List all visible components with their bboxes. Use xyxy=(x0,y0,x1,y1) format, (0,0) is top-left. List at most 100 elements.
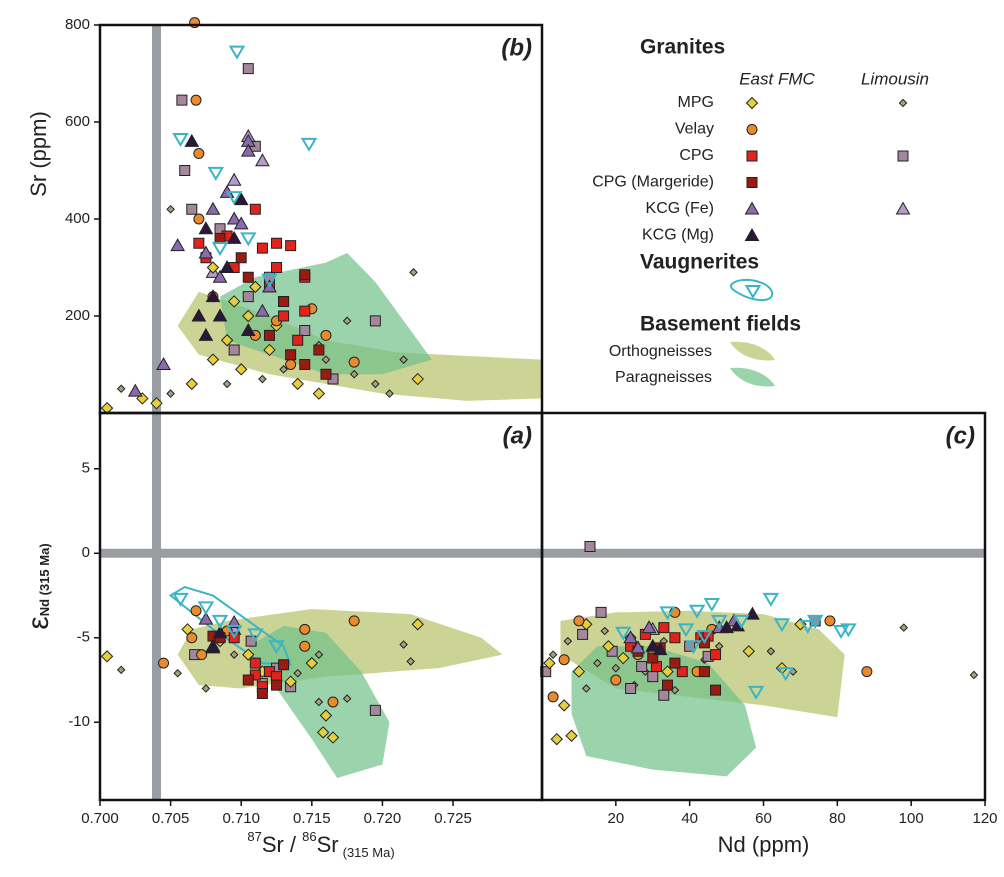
legend-symbol xyxy=(744,285,762,299)
data-point xyxy=(747,685,765,700)
axis-label-part: Nd (ppm) xyxy=(718,832,810,857)
data-point xyxy=(116,384,126,394)
data-point xyxy=(255,153,270,167)
data-point xyxy=(256,688,268,700)
axis-label-part: Sr xyxy=(317,832,339,857)
data-point xyxy=(577,628,589,640)
data-point xyxy=(211,242,229,257)
data-point xyxy=(610,674,622,686)
data-point xyxy=(185,377,198,391)
data-point xyxy=(190,605,202,617)
data-point xyxy=(226,172,242,186)
data-point xyxy=(777,667,794,682)
data-point xyxy=(268,640,285,655)
data-point xyxy=(677,623,695,638)
data-point xyxy=(219,259,235,273)
x-tick-label: 120 xyxy=(972,810,997,827)
data-point xyxy=(179,165,191,176)
data-point xyxy=(313,344,325,356)
data-point xyxy=(158,657,170,669)
data-point xyxy=(242,291,254,303)
axis-label-part: Sr (ppm) xyxy=(26,111,51,197)
data-point xyxy=(369,315,381,327)
data-point xyxy=(220,334,234,347)
data-point xyxy=(342,694,352,703)
data-point xyxy=(411,618,424,631)
data-point xyxy=(719,620,734,634)
data-point xyxy=(641,620,657,634)
data-point xyxy=(255,303,270,317)
data-point xyxy=(263,329,275,341)
y-axis-label: εNd (315 Ma) xyxy=(22,543,55,629)
data-point xyxy=(285,240,297,252)
legend-symbol xyxy=(744,201,760,215)
data-point xyxy=(305,656,319,670)
legend-title: Vaugnerites xyxy=(640,251,759,274)
y-tick-label: 400 xyxy=(65,210,90,227)
data-point xyxy=(595,606,607,618)
data-point xyxy=(198,327,214,341)
data-point xyxy=(292,334,304,346)
data-point xyxy=(258,374,267,384)
data-point xyxy=(314,697,324,707)
data-point xyxy=(688,604,706,619)
data-point xyxy=(242,309,255,323)
y-tick-label: 200 xyxy=(65,307,90,324)
data-point xyxy=(584,541,596,553)
legend-title: Granites xyxy=(640,36,725,59)
data-point xyxy=(385,389,394,398)
data-point xyxy=(652,642,668,656)
data-point xyxy=(263,343,276,357)
data-point xyxy=(669,657,681,669)
x-tick-label: 0.710 xyxy=(222,810,260,827)
data-point xyxy=(225,191,243,206)
y-tick-label: 800 xyxy=(65,16,90,33)
data-point xyxy=(249,657,261,669)
data-point xyxy=(190,94,202,106)
y-tick-label: -5 xyxy=(77,629,90,646)
legend-label: KCG (Fe) xyxy=(646,200,714,217)
data-point xyxy=(806,614,824,629)
legend-label: MPG xyxy=(678,94,714,111)
axis-label-part: Nd (315 Ma) xyxy=(37,543,52,616)
data-point xyxy=(969,670,979,680)
x-axis-label: Nd (ppm) xyxy=(718,832,810,857)
legend-title: Basement fields xyxy=(640,313,801,336)
data-point xyxy=(645,638,661,652)
data-point xyxy=(170,238,186,252)
data-point xyxy=(762,592,780,607)
data-point xyxy=(299,305,311,317)
data-point xyxy=(229,650,239,659)
data-point xyxy=(602,640,615,653)
data-point xyxy=(899,623,909,632)
data-point xyxy=(710,684,722,696)
data-point xyxy=(198,245,214,259)
data-point xyxy=(116,665,126,675)
data-point xyxy=(205,640,221,654)
data-point xyxy=(166,204,175,214)
data-point xyxy=(186,203,198,215)
data-point xyxy=(406,657,415,666)
data-point xyxy=(235,252,247,264)
data-point xyxy=(211,614,229,629)
data-point xyxy=(299,269,311,281)
data-point xyxy=(240,143,256,157)
data-point xyxy=(342,316,352,326)
data-point xyxy=(593,658,602,668)
data-point xyxy=(572,665,586,678)
data-point xyxy=(320,368,332,380)
data-point xyxy=(299,325,311,337)
data-point xyxy=(676,666,688,678)
data-point xyxy=(557,699,571,712)
data-point xyxy=(166,389,175,398)
y-tick-label: 0 xyxy=(82,544,90,561)
data-point xyxy=(661,665,674,678)
axis-label-part: Sr / xyxy=(262,832,302,857)
data-point xyxy=(279,365,288,374)
data-point xyxy=(745,606,760,620)
data-point xyxy=(172,592,189,607)
legend-label: Paragneisses xyxy=(615,369,712,386)
data-point xyxy=(198,611,214,625)
data-point xyxy=(228,45,246,60)
data-point xyxy=(284,675,297,688)
